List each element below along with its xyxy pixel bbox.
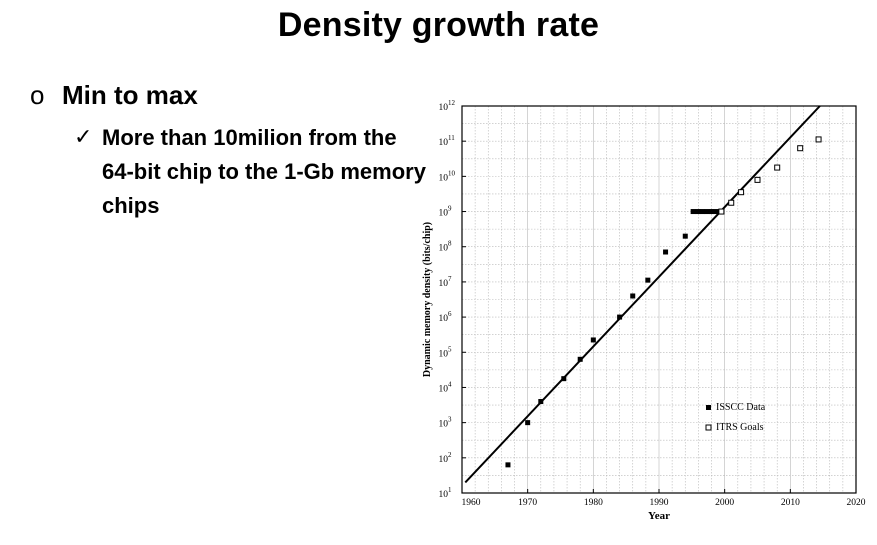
y-tick-exponent: 3 xyxy=(448,416,452,424)
y-tick-exponent: 6 xyxy=(448,310,452,318)
itrs-goal-point xyxy=(815,136,822,143)
slide-title: Density growth rate xyxy=(277,6,600,44)
x-tick-label: 1980 xyxy=(584,498,603,508)
sub-bullet-text: More than 10milion from the 64-bit chip … xyxy=(102,125,426,218)
y-tick-label: 10 xyxy=(439,173,449,183)
y-tick-exponent: 1 xyxy=(448,486,452,494)
y-tick-exponent: 8 xyxy=(448,240,452,248)
isscc-data-point xyxy=(645,277,651,283)
legend-marker-itrs xyxy=(705,424,712,431)
isscc-data-point xyxy=(663,249,669,255)
isscc-data-point xyxy=(617,314,623,320)
legend: ISSCC Data ITRS Goals xyxy=(705,402,766,433)
itrs-goal-point xyxy=(738,189,745,196)
x-tick-label: 2010 xyxy=(781,498,800,508)
bullet-text: Min to max xyxy=(62,80,198,110)
y-tick-label: 10 xyxy=(439,279,449,289)
x-tick-label: 2020 xyxy=(847,498,866,508)
y-tick-label: 10 xyxy=(439,420,449,430)
itrs-goal-point xyxy=(718,208,725,215)
isscc-data-point xyxy=(713,209,719,215)
checkmark-icon: ✓ xyxy=(74,125,93,150)
x-axis-label: Year xyxy=(648,510,670,522)
y-tick-label: 10 xyxy=(439,314,449,324)
y-tick-exponent: 5 xyxy=(448,345,452,353)
y-tick-exponent: 11 xyxy=(448,134,455,142)
y-tick-exponent: 10 xyxy=(448,169,456,177)
y-tick-exponent: 4 xyxy=(448,380,452,388)
y-tick-label: 10 xyxy=(439,103,449,113)
isscc-data-point xyxy=(682,233,688,239)
trend-line xyxy=(464,105,821,484)
x-tick-label: 1990 xyxy=(650,498,669,508)
isscc-data-point xyxy=(709,209,715,215)
y-tick-label: 10 xyxy=(439,384,449,394)
y-tick-exponent: 7 xyxy=(448,275,452,283)
itrs-goal-point xyxy=(797,145,804,152)
data-points xyxy=(505,136,822,468)
isscc-data-point xyxy=(590,337,596,343)
isscc-data-point xyxy=(525,420,531,426)
density-chart: 1960 1970 1980 1990 2000 2010 2020 10 1 10 2 10 3 10… xyxy=(418,98,870,538)
y-tick-label: 10 xyxy=(439,455,449,465)
y-tick-exponent: 9 xyxy=(448,205,452,213)
x-tick-label: 1960 xyxy=(462,498,481,508)
isscc-data-point xyxy=(699,209,705,215)
itrs-goal-point xyxy=(754,176,761,183)
y-tick-label: 10 xyxy=(439,209,449,219)
isscc-data-point xyxy=(630,293,636,299)
bullet-min-to-max: o Min to max xyxy=(30,80,198,111)
y-tick-label: 10 xyxy=(439,349,449,359)
itrs-goal-point xyxy=(728,199,735,206)
y-tick-exponent: 2 xyxy=(448,451,452,459)
x-tick-label: 1970 xyxy=(518,498,537,508)
isscc-data-point xyxy=(505,462,511,468)
y-tick-label: 10 xyxy=(439,138,449,148)
itrs-goal-point xyxy=(774,164,781,171)
isscc-data-point xyxy=(577,356,583,362)
y-tick-label: 10 xyxy=(439,490,449,500)
isscc-data-point xyxy=(690,209,696,215)
isscc-data-point xyxy=(704,209,710,215)
legend-label-itrs: ITRS Goals xyxy=(716,422,764,433)
legend-marker-issccc xyxy=(706,405,711,410)
sub-bullet-density: ✓ More than 10milion from the 64-bit chi… xyxy=(74,121,432,223)
circle-bullet-icon: o xyxy=(30,80,45,110)
y-tick-label: 10 xyxy=(439,244,449,254)
isscc-data-point xyxy=(538,399,544,405)
grid xyxy=(462,106,856,493)
isscc-data-point xyxy=(561,376,567,382)
y-tick-exponent: 12 xyxy=(448,99,456,107)
x-axis-ticks: 1960 1970 1980 1990 2000 2010 2020 xyxy=(461,489,866,508)
isscc-data-point xyxy=(695,209,701,215)
legend-label-isscc: ISSCC Data xyxy=(716,402,766,413)
y-axis-label: Dynamic memory density (bits/chip) xyxy=(422,222,433,377)
x-tick-label: 2000 xyxy=(715,498,734,508)
